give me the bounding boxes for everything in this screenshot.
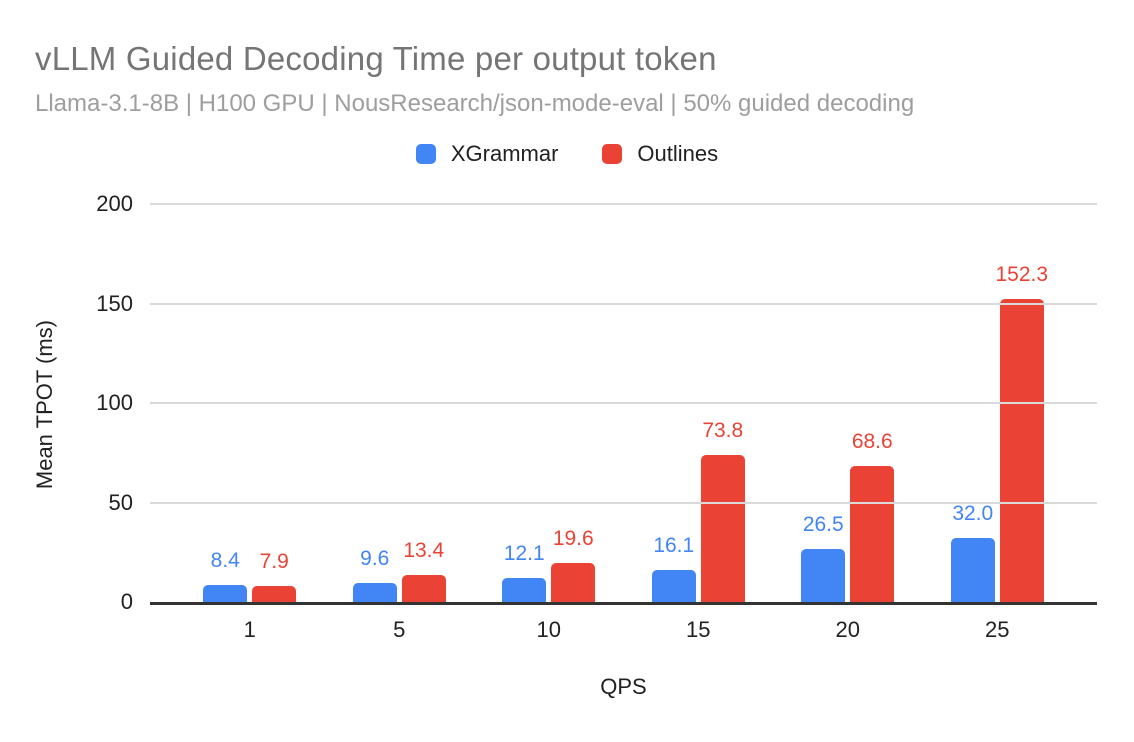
- chart-subtitle: Llama-3.1-8B | H100 GPU | NousResearch/j…: [35, 90, 915, 117]
- legend-label-outlines: Outlines: [637, 141, 719, 166]
- bar-xgrammar-qps-15: 16.1: [651, 534, 696, 602]
- bar-outlines-qps-20: 68.6: [850, 430, 895, 602]
- x-tick-label-15: 15: [686, 617, 711, 642]
- bar-xgrammar-qps-25: 32.0: [950, 502, 995, 602]
- bar-value-label-outlines-qps-10: 19.6: [552, 527, 594, 550]
- bar-group-qps-25: 32.0 152.3: [923, 204, 1073, 602]
- gridline-50: [150, 501, 1097, 504]
- bar-group-qps-1: 8.4 7.9: [175, 204, 325, 602]
- outlines-swatch-icon: [602, 144, 623, 164]
- bar-value-label-xgrammar-qps-25: 32.0: [952, 502, 994, 526]
- bar-xgrammar-qps-20: 26.5: [801, 513, 846, 602]
- bar-value-label-xgrammar-qps-20: 26.5: [802, 513, 844, 537]
- bar-outlines-qps-1: 7.9: [252, 550, 297, 602]
- legend-label-xgrammar: XGrammar: [450, 141, 559, 166]
- bar-value-label-xgrammar-qps-5: 9.6: [360, 546, 390, 570]
- y-tick-label-150: 150: [96, 290, 133, 316]
- legend: XGrammar Outlines: [0, 141, 1134, 167]
- gridline-150: [150, 302, 1097, 305]
- y-tick-label-200: 200: [96, 191, 133, 216]
- bar-value-label-outlines-qps-25: 152.3: [995, 262, 1049, 286]
- bar-xgrammar-qps-1: 8.4: [203, 549, 248, 602]
- bars-container: 8.4 7.9 9.6 13.4 12.1 19.6 16.1 73.8 26.5 68.6 32.…: [150, 204, 1097, 602]
- bar-value-label-xgrammar-qps-15: 16.1: [653, 533, 695, 557]
- gridline-200: [150, 203, 1097, 205]
- y-tick-label-100: 100: [96, 390, 133, 415]
- bar-value-label-outlines-qps-5: 13.4: [403, 539, 445, 563]
- bar-value-label-xgrammar-qps-1: 8.4: [210, 549, 240, 573]
- x-tick-label-20: 20: [835, 617, 860, 642]
- bar-outlines-qps-25: 152.3: [995, 263, 1048, 602]
- bar-value-label-outlines-qps-20: 68.6: [851, 429, 893, 453]
- x-tick-label-25: 25: [985, 617, 1010, 642]
- bar-value-label-outlines-qps-15: 73.8: [702, 419, 744, 443]
- bar-group-qps-15: 16.1 73.8: [624, 204, 774, 602]
- x-tick-label-10: 10: [536, 617, 561, 642]
- legend-item-xgrammar: XGrammar: [415, 141, 559, 167]
- bar-group-qps-20: 26.5 68.6: [773, 204, 923, 602]
- bar-outlines-qps-15: 73.8: [700, 419, 745, 602]
- bar-xgrammar-qps-5: 9.6: [352, 547, 397, 602]
- y-tick-label-50: 50: [108, 489, 133, 515]
- chart-title: vLLM Guided Decoding Time per output tok…: [35, 40, 717, 77]
- bar-xgrammar-qps-10: 12.1: [502, 542, 547, 602]
- y-tick-label-0: 0: [120, 589, 133, 614]
- bar-outlines-qps-10: 19.6: [551, 527, 596, 602]
- xgrammar-swatch-icon: [415, 144, 436, 164]
- bar-outlines-qps-5: 13.4: [401, 539, 446, 602]
- plot-area: 8.4 7.9 9.6 13.4 12.1 19.6 16.1 73.8 26.5 68.6 32.…: [96, 191, 1097, 614]
- legend-item-outlines: Outlines: [602, 141, 718, 167]
- bar-group-qps-5: 9.6 13.4: [325, 204, 475, 602]
- x-axis-ticks: 1 5 10 15 20 25: [150, 617, 1097, 643]
- bar-group-qps-10: 12.1 19.6: [474, 204, 624, 602]
- x-tick-label-1: 1: [243, 617, 256, 642]
- bar-value-label-xgrammar-qps-10: 12.1: [503, 541, 545, 565]
- y-axis-title: Mean TPOT (ms): [32, 319, 57, 490]
- x-tick-label-5: 5: [393, 617, 406, 642]
- x-axis-title: QPS: [600, 674, 647, 699]
- bar-value-label-outlines-qps-1: 7.9: [259, 550, 289, 574]
- gridline-100: [150, 402, 1097, 404]
